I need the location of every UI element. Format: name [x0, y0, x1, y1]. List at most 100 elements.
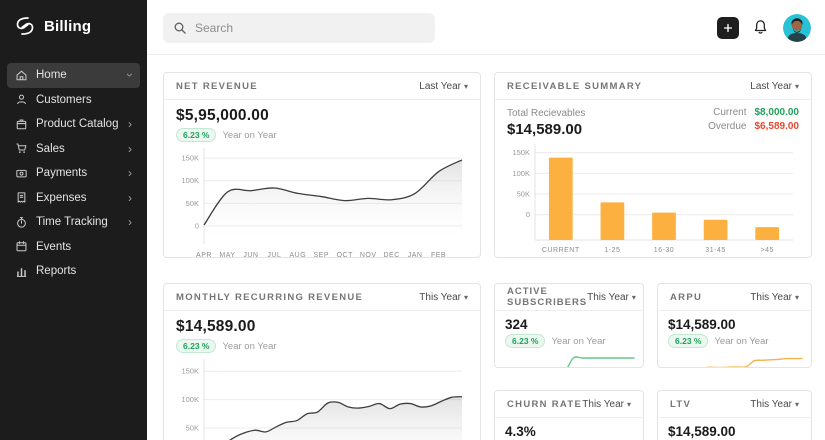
chevron-down-icon [128, 69, 132, 81]
sidebar-item-label: Events [36, 240, 72, 253]
churn-value: 4.3% [505, 424, 536, 439]
svg-text:50K: 50K [517, 190, 530, 199]
churn-rate-card: CHURN RATE This Year 4.3% 6.23 % Year on… [494, 390, 644, 440]
card-title: NET REVENUE [176, 80, 258, 92]
search-input[interactable] [163, 13, 435, 43]
plus-icon [723, 23, 733, 32]
time-tracking-icon [15, 216, 28, 229]
home-icon [15, 69, 28, 82]
arpu-card: ARPU This Year $14,589.00 6.23 % Year on… [657, 283, 812, 368]
mrr-value: $14,589.00 [176, 318, 256, 335]
sidebar-item-label: Sales [36, 142, 65, 155]
card-title: ARPU [670, 291, 703, 303]
sidebar: Billing Home Customers Product Catalog Sale… [0, 0, 147, 440]
chevron-right-icon [128, 216, 132, 228]
sidebar-item-customers[interactable]: Customers [7, 88, 140, 113]
sidebar-item-label: Time Tracking [36, 216, 108, 229]
topbar [147, 0, 825, 55]
app-logo[interactable]: Billing [0, 0, 147, 47]
svg-text:APR: APR [196, 252, 212, 258]
sidebar-item-reports[interactable]: Reports [7, 259, 140, 284]
chevron-right-icon [128, 167, 132, 179]
card-title: LTV [670, 398, 692, 410]
svg-text:100K: 100K [181, 395, 199, 404]
yoy-badge: 6.23 % [176, 128, 217, 142]
billing-logo-icon [14, 15, 36, 37]
svg-text:>45: >45 [761, 247, 774, 254]
chevron-down-icon [795, 399, 799, 410]
period-select[interactable]: This Year [750, 292, 799, 303]
chevron-down-icon [464, 81, 468, 92]
svg-text:AUG: AUG [289, 252, 306, 258]
period-select[interactable]: This Year [750, 399, 799, 410]
yoy-badge: 6.23 % [505, 334, 546, 348]
card-title: CHURN RATE [507, 398, 583, 410]
chevron-down-icon [627, 399, 631, 410]
notifications-button[interactable] [752, 19, 770, 37]
svg-text:JAN: JAN [408, 252, 423, 258]
sidebar-item-label: Product Catalog [36, 118, 119, 131]
svg-text:JUL: JUL [267, 252, 281, 258]
sidebar-item-home[interactable]: Home [7, 63, 140, 88]
overdue-label: Overdue [708, 121, 747, 132]
svg-text:CURRENT: CURRENT [542, 247, 580, 254]
card-title: RECEIVABLE SUMMARY [507, 80, 643, 92]
app-title: Billing [44, 17, 92, 35]
subscribers-sparkline [501, 354, 637, 367]
yoy-badge: 6.23 % [176, 339, 217, 353]
yoy-caption: Year on Year [222, 129, 277, 141]
svg-text:OCT: OCT [337, 252, 354, 258]
user-avatar[interactable] [783, 13, 811, 42]
period-select[interactable]: This Year [419, 292, 468, 303]
chevron-right-icon [128, 192, 132, 204]
payments-icon [15, 167, 28, 180]
net-revenue-chart: 0 50K 100K 150K APR MAY JUN JUL AUG SEP OCT NOV DEC J… [174, 144, 470, 258]
net-revenue-card: NET REVENUE Last Year $5,95,000.00 6.23 … [163, 72, 481, 258]
card-title: ACTIVE SUBSCRIBERS [507, 286, 588, 308]
customers-icon [15, 93, 28, 106]
svg-text:50K: 50K [186, 423, 199, 432]
svg-text:50K: 50K [186, 199, 199, 208]
sidebar-item-payments[interactable]: Payments [7, 161, 140, 186]
sidebar-item-label: Payments [36, 167, 88, 180]
events-icon [15, 240, 28, 253]
yoy-caption: Year on Year [222, 340, 277, 352]
search-box [163, 13, 435, 43]
current-label: Current [713, 107, 747, 118]
arpu-value: $14,589.00 [668, 317, 736, 332]
period-select[interactable]: This Year [587, 292, 636, 303]
period-select[interactable]: Last Year [750, 81, 799, 92]
chevron-down-icon [464, 292, 468, 303]
chevron-right-icon [128, 118, 132, 130]
period-select[interactable]: Last Year [419, 81, 468, 92]
sidebar-item-sales[interactable]: Sales [7, 137, 140, 162]
chevron-right-icon [128, 143, 132, 155]
sidebar-item-product-catalog[interactable]: Product Catalog [7, 112, 140, 137]
arpu-sparkline [664, 354, 805, 367]
svg-text:16-30: 16-30 [654, 247, 674, 254]
avatar-image [783, 13, 811, 42]
sidebar-item-label: Expenses [36, 191, 87, 204]
mrr-card: MONTHLY RECURRING REVENUE This Year $14,… [163, 283, 481, 440]
card-title: MONTHLY RECURRING REVENUE [176, 291, 364, 303]
quick-add-button[interactable] [717, 16, 739, 39]
receivable-aging-chart: 0 50K 100K 150K CURRENT 1-25 16-30 31-45 >45 [505, 140, 801, 256]
svg-text:0: 0 [526, 210, 530, 219]
svg-text:100K: 100K [512, 169, 530, 178]
sidebar-item-label: Reports [36, 265, 77, 278]
svg-text:1-25: 1-25 [604, 247, 620, 254]
ltv-value: $14,589.00 [668, 424, 736, 439]
sidebar-item-label: Home [36, 69, 67, 82]
total-receivables-value: $14,589.00 [507, 121, 583, 138]
active-subscribers-card: ACTIVE SUBSCRIBERS This Year 324 6.23 % … [494, 283, 644, 368]
chevron-down-icon [632, 292, 636, 303]
period-select[interactable]: This Year [582, 399, 631, 410]
chevron-down-icon [795, 292, 799, 303]
sidebar-item-time-tracking[interactable]: Time Tracking [7, 210, 140, 235]
sidebar-item-expenses[interactable]: Expenses [7, 186, 140, 211]
svg-text:JUN: JUN [243, 252, 258, 258]
svg-text:0: 0 [195, 221, 199, 230]
sidebar-item-events[interactable]: Events [7, 235, 140, 260]
sidebar-nav: Home Customers Product Catalog Sales Payment… [0, 63, 147, 284]
